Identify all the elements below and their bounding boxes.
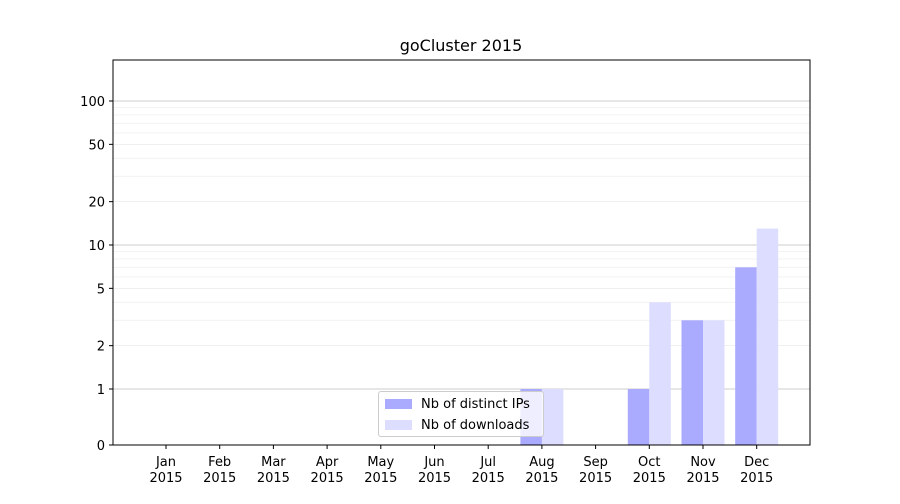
legend-swatch-downloads [385, 420, 412, 430]
bar-downloads [649, 302, 671, 445]
bar-downloads [703, 320, 725, 445]
x-tick-label: Jun 2015 [418, 455, 451, 486]
legend-label-downloads: Nb of downloads [421, 417, 530, 433]
y-tick-label: 100 [80, 95, 105, 110]
x-tick-label: Feb 2015 [203, 455, 236, 486]
legend-item-distinct-ips: Nb of distinct IPs [385, 396, 530, 412]
y-tick-label: 2 [97, 340, 105, 355]
y-tick-label: 5 [97, 282, 105, 297]
x-tick-label: Oct 2015 [633, 455, 666, 486]
y-tick-label: 50 [88, 138, 105, 153]
bars [520, 228, 779, 445]
legend: Nb of distinct IPs Nb of downloads [378, 391, 544, 437]
bar-downloads [541, 389, 564, 445]
y-tick-label: 20 [88, 196, 105, 211]
x-axis: Jan 2015 Feb 2015 Mar 2015 Apr 2015 May 2015 Jun 20… [149, 445, 773, 486]
x-tick-label: Sep 2015 [579, 455, 612, 486]
chart-title: goCluster 2015 [400, 36, 523, 55]
plot-area-frame [112, 59, 811, 446]
bar-downloads [756, 228, 779, 445]
x-tick-label: Jan 2015 [149, 455, 182, 486]
x-tick-label: Dec 2015 [740, 455, 773, 486]
y-axis: 0 1 2 5 10 20 50 100 [80, 95, 113, 454]
legend-label-distinct-ips: Nb of distinct IPs [421, 396, 530, 412]
bar-distinct-ips [681, 320, 703, 445]
y-tick-label: 10 [88, 239, 105, 254]
x-tick-label: Aug 2015 [525, 455, 558, 486]
y-tick-label: 1 [97, 383, 105, 398]
bar-distinct-ips [735, 267, 757, 445]
x-tick-label: Apr 2015 [311, 455, 344, 486]
x-tick-label: Nov 2015 [686, 455, 719, 486]
x-tick-label: Mar 2015 [257, 455, 290, 486]
y-tick-label: 0 [97, 439, 105, 454]
legend-swatch-distinct-ips [385, 399, 412, 409]
x-tick-label: Jul 2015 [472, 455, 505, 486]
bar-distinct-ips [627, 389, 650, 445]
x-tick-label: May 2015 [364, 455, 397, 486]
legend-item-downloads: Nb of downloads [385, 417, 529, 433]
